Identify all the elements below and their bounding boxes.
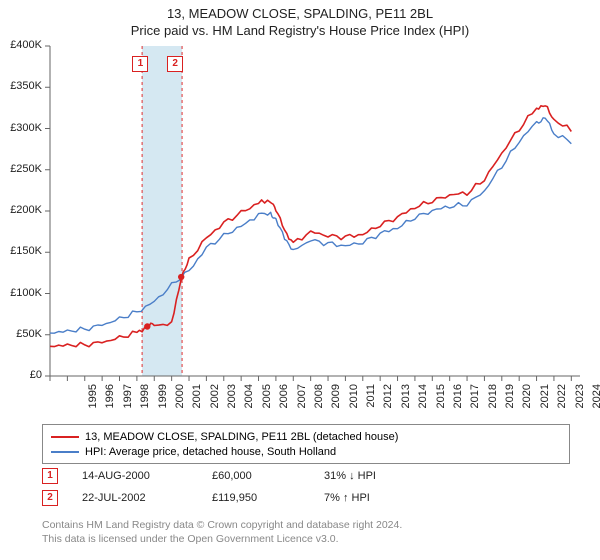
xtick-label: 2013 [400,384,412,424]
ytick-label: £350K [0,80,42,92]
legend-swatch [51,436,79,438]
xtick-label: 2002 [209,384,221,424]
chart-price-marker: 1 [132,56,148,72]
xtick-label: 2011 [365,384,377,424]
ytick-label: £200K [0,204,42,216]
xtick-label: 1997 [122,384,134,424]
xtick-label: 2021 [539,384,551,424]
sale-marker: 2 [42,490,58,506]
legend-label: HPI: Average price, detached house, Sout… [85,446,336,458]
xtick-label: 2000 [174,384,186,424]
chart-price-marker: 2 [167,56,183,72]
ytick-label: £100K [0,287,42,299]
xtick-label: 1996 [104,384,116,424]
ytick-label: £400K [0,39,42,51]
xtick-label: 2003 [226,384,238,424]
xtick-label: 2005 [261,384,273,424]
xtick-label: 2020 [521,384,533,424]
sale-date: 22-JUL-2002 [82,492,212,504]
sale-price: £60,000 [212,470,324,482]
xtick-label: 2014 [417,384,429,424]
sale-row: 2 22-JUL-2002£119,9507% ↑ HPI [42,490,562,506]
chart-legend: 13, MEADOW CLOSE, SPALDING, PE11 2BL (de… [42,424,570,464]
ytick-label: £150K [0,245,42,257]
legend-swatch [51,451,79,453]
attribution-footer: Contains HM Land Registry data © Crown c… [42,518,402,546]
footer-line1: Contains HM Land Registry data © Crown c… [42,518,402,532]
xtick-label: 2018 [487,384,499,424]
ytick-label: £250K [0,163,42,175]
xtick-label: 1995 [87,384,99,424]
sale-date: 14-AUG-2000 [82,470,212,482]
xtick-label: 2010 [348,384,360,424]
legend-label: 13, MEADOW CLOSE, SPALDING, PE11 2BL (de… [85,431,398,443]
xtick-label: 2019 [504,384,516,424]
xtick-label: 2004 [243,384,255,424]
sale-price: £119,950 [212,492,324,504]
sale-row: 1 14-AUG-2000£60,00031% ↓ HPI [42,468,562,484]
xtick-label: 2001 [191,384,203,424]
xtick-label: 2008 [313,384,325,424]
sale-marker: 1 [42,468,58,484]
xtick-label: 2012 [382,384,394,424]
xtick-label: 2024 [591,384,600,424]
xtick-label: 1999 [157,384,169,424]
xtick-label: 2016 [452,384,464,424]
sale-pct-vs-hpi: 7% ↑ HPI [324,492,370,504]
legend-item: 13, MEADOW CLOSE, SPALDING, PE11 2BL (de… [51,429,561,444]
xtick-label: 2007 [296,384,308,424]
xtick-label: 2017 [469,384,481,424]
footer-line2: This data is licensed under the Open Gov… [42,532,402,546]
ytick-label: £0 [0,369,42,381]
xtick-label: 2009 [330,384,342,424]
xtick-label: 2006 [278,384,290,424]
ytick-label: £300K [0,122,42,134]
xtick-label: 2023 [574,384,586,424]
ytick-label: £50K [0,328,42,340]
legend-item: HPI: Average price, detached house, Sout… [51,444,561,459]
xtick-label: 2015 [435,384,447,424]
xtick-label: 1998 [139,384,151,424]
sale-pct-vs-hpi: 31% ↓ HPI [324,470,376,482]
xtick-label: 2022 [556,384,568,424]
